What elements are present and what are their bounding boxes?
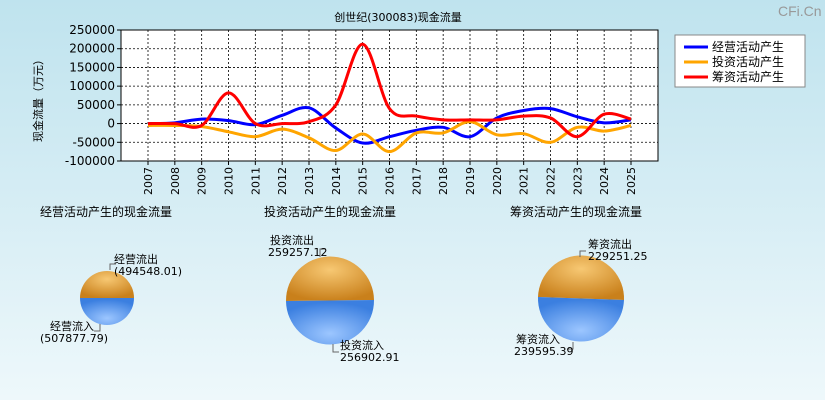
y-tick-label: 50000 [77,98,115,112]
pie-investing-outflow-label: 投资流出 [270,233,314,247]
pie-investing-inflow-value: 256902.91 [340,351,400,364]
x-tick-label: 2007 [142,167,155,195]
x-tick-label: 2014 [330,167,343,195]
pie-financing-outflow-label: 筹资流出 [588,237,632,251]
x-tick-label: 2019 [464,167,477,195]
pie-investing-outflow-slice [285,256,374,301]
x-tick-label: 2009 [196,167,209,195]
pie-operating-inflow-label: 经营流入 [50,319,94,333]
pie-investing-title: 投资活动产生的现金流量 [264,204,396,219]
pie-investing: 投资活动产生的现金流量 投资流出 259257.12 投资流入 256902.9… [264,204,400,364]
x-tick-label: 2016 [384,167,397,195]
pie-financing-inflow-value: 239595.39 [514,345,574,358]
y-tick-label: -50000 [72,135,115,149]
x-tick-label: 2010 [223,167,236,195]
pie-investing-inflow-label: 投资流入 [340,338,384,352]
legend-label-financing: 筹资活动产生 [712,70,784,84]
y-tick-label: 200000 [69,42,115,56]
series-lines [147,42,632,154]
pie-financing-inflow-label: 筹资流入 [516,332,560,346]
pie-operating-outflow-value: (494548.01) [114,265,182,278]
pie-financing: 筹资活动产生的现金流量 筹资流出 229251.25 筹资流入 239595.3… [510,204,648,358]
x-tick-label: 2022 [545,167,558,195]
x-tick-label: 2018 [437,167,450,195]
watermark: CFi.Cn [778,3,822,19]
pie-operating-inflow-value: (507877.79) [40,332,108,345]
y-tick-label: 100000 [69,79,115,93]
x-tick-label: 2025 [625,167,638,195]
chart-title: 创世纪(300083)现金流量 [334,10,462,24]
legend-label-operating: 经营活动产生 [712,40,784,54]
pie-operating: 经营活动产生的现金流量 经营流出 (494548.01) 经营流入 (50787… [40,204,182,345]
pie-financing-title: 筹资活动产生的现金流量 [510,204,642,219]
x-tick-label: 2017 [410,167,423,195]
x-tick-label: 2013 [303,167,316,195]
y-tick-label: -100000 [65,154,115,168]
series-line-investing [147,120,632,154]
pie-operating-title: 经营活动产生的现金流量 [40,204,172,219]
pie-operating-outflow-label: 经营流出 [114,252,158,266]
y-tick-label: 150000 [69,60,115,74]
x-tick-label: 2011 [249,167,262,195]
pie-financing-outflow-value: 229251.25 [588,250,648,263]
y-tick-label: 0 [107,117,115,131]
y-tick-labels: 250000 200000 150000 100000 50000 0 -50000 -100… [65,23,121,168]
x-tick-label: 2024 [598,167,611,195]
x-tick-label: 2020 [491,167,504,195]
pie-financing-outflow-slice [538,255,625,300]
series-line-financing [147,42,632,139]
pie-operating-inflow-slice [80,298,134,325]
series-line-operating [147,105,632,145]
pie-operating-outflow-slice [80,271,134,298]
x-tick-label: 2015 [357,167,370,195]
pie-investing-inflow-slice [286,300,375,345]
x-tick-label: 2012 [276,167,289,195]
legend-label-investing: 投资活动产生 [712,54,784,69]
pie-investing-outflow-value: 259257.12 [268,246,328,259]
legend: 经营活动产生 投资活动产生 筹资活动产生 [674,34,806,88]
y-axis-label: 现金流量（万元） [31,54,45,142]
grid-lines [121,29,658,162]
pie-financing-inflow-slice [537,297,624,342]
x-tick-label: 2021 [518,167,531,195]
x-tick-label: 2023 [571,167,584,195]
x-tick-labels: 2007 2008 2009 2010 2011 2012 2013 2014 2015 2016… [142,161,638,195]
y-tick-label: 250000 [69,23,115,37]
x-tick-label: 2008 [169,167,182,195]
